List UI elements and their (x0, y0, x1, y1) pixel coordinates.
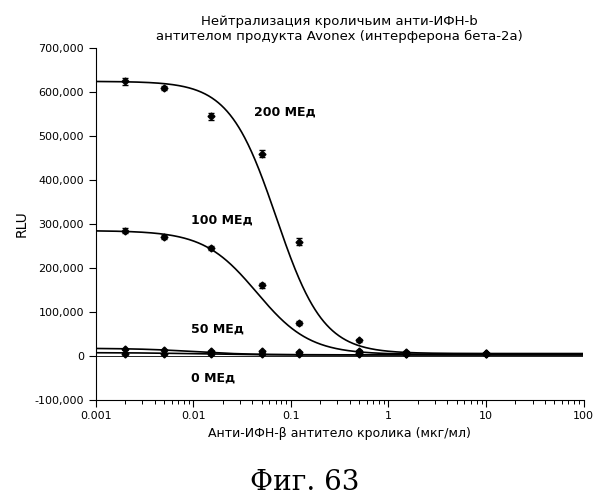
Title: Нейтрализация кроличьим анти-ИФН-b
антителом продукта Avonex (интерферона бета-2: Нейтрализация кроличьим анти-ИФН-b антит… (157, 15, 523, 43)
Y-axis label: RLU: RLU (15, 210, 29, 238)
Text: 200 МЕд: 200 МЕд (254, 106, 316, 118)
Text: 50 МЕд: 50 МЕд (191, 323, 244, 336)
Text: 0 МЕд: 0 МЕд (191, 371, 236, 384)
Text: 100 МЕд: 100 МЕд (191, 213, 253, 226)
Text: Фиг. 63: Фиг. 63 (250, 469, 359, 496)
X-axis label: Анти-ИФН-β антитело кролика (мкг/мл): Анти-ИФН-β антитело кролика (мкг/мл) (208, 427, 471, 440)
